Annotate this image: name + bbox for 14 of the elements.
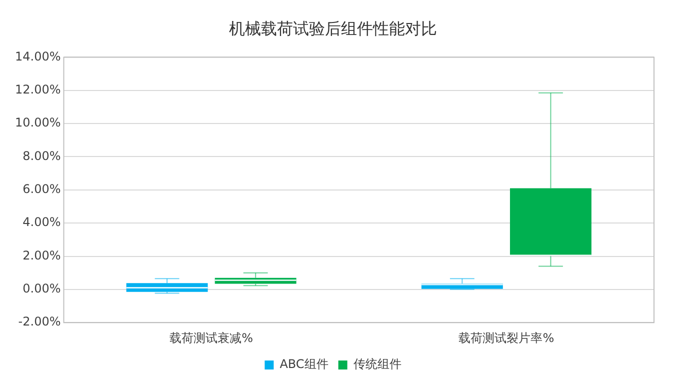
legend-label: 传统组件 — [353, 357, 402, 372]
legend-label: ABC组件 — [280, 357, 328, 372]
y-tick-label: 8.00% — [22, 148, 61, 163]
x-tick-label: 载荷测试裂片率% — [458, 330, 554, 345]
y-tick-label: 2.00% — [22, 248, 61, 262]
chart-title: 机械载荷试验后组件性能对比 — [229, 18, 437, 38]
y-tick-label: -2.00% — [18, 314, 61, 329]
x-tick-label: 载荷测试衰减% — [170, 330, 254, 345]
y-tick-label: 6.00% — [22, 182, 61, 196]
y-tick-label: 12.00% — [14, 82, 61, 96]
y-tick-label: 0.00% — [22, 282, 61, 296]
y-tick-label: 14.00% — [14, 49, 61, 64]
y-tick-label: 10.00% — [14, 116, 61, 130]
y-tick-label: 4.00% — [22, 215, 61, 230]
